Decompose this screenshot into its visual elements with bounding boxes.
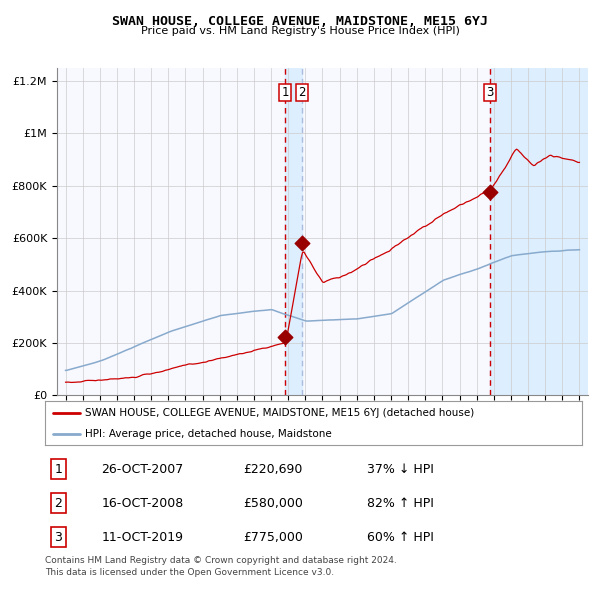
Text: 60% ↑ HPI: 60% ↑ HPI <box>367 530 434 544</box>
Text: 16-OCT-2008: 16-OCT-2008 <box>101 497 184 510</box>
Text: £220,690: £220,690 <box>244 463 303 476</box>
Text: HPI: Average price, detached house, Maidstone: HPI: Average price, detached house, Maid… <box>85 428 332 438</box>
Bar <box>490 68 588 395</box>
Text: 2: 2 <box>298 86 305 99</box>
Text: Price paid vs. HM Land Registry's House Price Index (HPI): Price paid vs. HM Land Registry's House … <box>140 26 460 36</box>
Bar <box>285 68 302 395</box>
Text: 2: 2 <box>55 497 62 510</box>
Point <box>297 238 307 248</box>
Text: SWAN HOUSE, COLLEGE AVENUE, MAIDSTONE, ME15 6YJ (detached house): SWAN HOUSE, COLLEGE AVENUE, MAIDSTONE, M… <box>85 408 475 418</box>
Text: This data is licensed under the Open Government Licence v3.0.: This data is licensed under the Open Gov… <box>45 568 334 576</box>
Text: 37% ↓ HPI: 37% ↓ HPI <box>367 463 434 476</box>
Text: £775,000: £775,000 <box>244 530 304 544</box>
Point <box>485 188 495 197</box>
Text: £580,000: £580,000 <box>244 497 304 510</box>
Text: Contains HM Land Registry data © Crown copyright and database right 2024.: Contains HM Land Registry data © Crown c… <box>45 556 397 565</box>
Text: 26-OCT-2007: 26-OCT-2007 <box>101 463 184 476</box>
Text: 82% ↑ HPI: 82% ↑ HPI <box>367 497 434 510</box>
Text: 3: 3 <box>55 530 62 544</box>
Point <box>280 333 290 342</box>
Text: 11-OCT-2019: 11-OCT-2019 <box>101 530 184 544</box>
Text: 1: 1 <box>55 463 62 476</box>
Text: 3: 3 <box>487 86 494 99</box>
Text: 1: 1 <box>281 86 289 99</box>
Text: SWAN HOUSE, COLLEGE AVENUE, MAIDSTONE, ME15 6YJ: SWAN HOUSE, COLLEGE AVENUE, MAIDSTONE, M… <box>112 15 488 28</box>
